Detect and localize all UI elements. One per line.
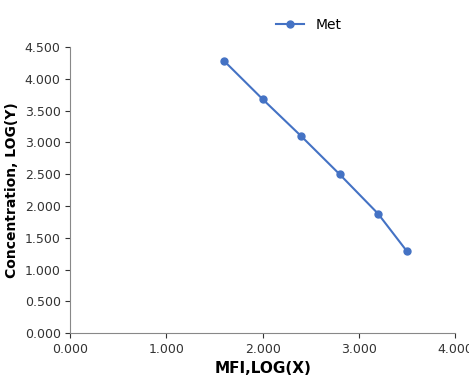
Met xyxy=(221,59,227,64)
Met xyxy=(298,134,304,138)
Line: Met: Met xyxy=(221,58,410,255)
X-axis label: MFI,LOG(X): MFI,LOG(X) xyxy=(214,361,311,376)
Met xyxy=(404,249,410,254)
Y-axis label: Concentration, LOG(Y): Concentration, LOG(Y) xyxy=(5,102,19,278)
Met xyxy=(375,211,381,216)
Met xyxy=(337,172,342,176)
Met xyxy=(260,97,265,102)
Legend: Met: Met xyxy=(271,12,347,37)
